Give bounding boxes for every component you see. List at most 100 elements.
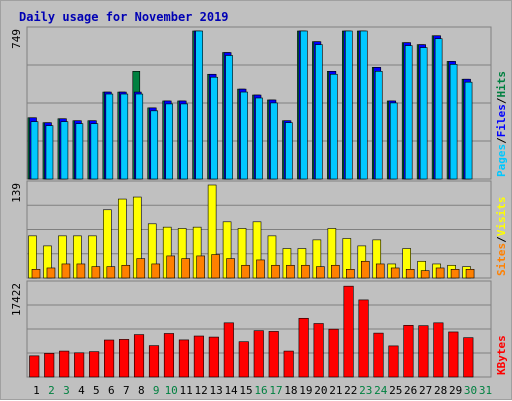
bar-sites [301, 264, 310, 279]
x-tick-label: 22 [344, 384, 357, 397]
panel-legend: Pages/Files/Hits [495, 71, 508, 177]
bar-kbytes [223, 322, 234, 378]
bar-sites [136, 258, 146, 279]
bar-pages [449, 64, 458, 180]
bar-pages [210, 76, 218, 180]
x-tick-label: 13 [209, 384, 222, 397]
legend-separator: / [495, 97, 508, 104]
bar-sites [226, 258, 235, 279]
bar-kbytes [268, 331, 279, 378]
bar-sites [360, 260, 370, 279]
bar-sites [46, 267, 56, 279]
bar-kbytes [433, 322, 444, 378]
bar-pages [225, 55, 233, 180]
bar-pages [165, 103, 174, 180]
bar-pages [389, 102, 398, 180]
x-tick-label: 9 [153, 384, 160, 397]
bar-pages [90, 123, 99, 180]
bar-kbytes [253, 330, 264, 378]
x-tick-label: 8 [138, 384, 145, 397]
x-tick-label: 10 [165, 384, 178, 397]
x-tick-label: 21 [329, 384, 342, 397]
bar-pages [315, 44, 323, 180]
x-tick-label: 31 [479, 384, 492, 397]
bar-kbytes [148, 345, 160, 378]
bar-sites [151, 263, 161, 279]
legend-files: Files [495, 104, 508, 137]
bar-pages [180, 103, 188, 180]
bar-pages [150, 110, 159, 180]
bar-sites [106, 266, 116, 279]
bar-sites [121, 264, 131, 279]
x-tick-label: 30 [464, 384, 477, 397]
x-tick-label: 3 [63, 384, 70, 397]
bar-pages [270, 102, 278, 180]
bar-pages [105, 93, 114, 180]
legend-pages: Pages [495, 144, 508, 177]
bar-pages [419, 47, 428, 180]
bar-sites [390, 267, 400, 279]
bar-sites [166, 255, 176, 279]
bar-kbytes [44, 353, 55, 378]
legend-sites: Sites [495, 243, 508, 276]
bar-sites [91, 266, 101, 279]
x-tick-label: 15 [239, 384, 252, 397]
bar-kbytes [193, 335, 204, 378]
x-tick-label: 4 [78, 384, 85, 397]
bar-pages [195, 30, 203, 180]
bar-kbytes [104, 339, 115, 378]
bar-kbytes [133, 334, 145, 378]
bar-kbytes [29, 355, 40, 378]
x-tick-label: 20 [314, 384, 327, 397]
bar-sites [241, 264, 250, 279]
bar-sites [196, 255, 205, 279]
legend-separator: / [495, 137, 508, 144]
panel-legend: Sites/Visits [495, 197, 508, 277]
bar-kbytes [328, 328, 339, 378]
x-tick-label: 19 [299, 384, 312, 397]
x-tick-label: 24 [374, 384, 388, 397]
bar-sites [375, 263, 385, 279]
bar-kbytes [448, 331, 459, 378]
bar-pages [434, 38, 443, 180]
bar-kbytes [388, 345, 399, 378]
bar-kbytes [463, 337, 474, 378]
bar-pages [464, 81, 473, 180]
bar-kbytes [74, 352, 85, 378]
bar-kbytes [373, 332, 384, 378]
bar-sites [450, 269, 460, 279]
panel-max-label: 749 [10, 29, 23, 49]
bar-sites [316, 266, 325, 279]
bar-sites [256, 259, 265, 279]
bar-kbytes [208, 336, 219, 378]
bar-sites [271, 264, 280, 279]
bar-sites [31, 269, 41, 279]
bar-pages [135, 93, 144, 180]
panel-hits-files-pages: 749 Pages/Files/Hits [10, 26, 508, 180]
bar-kbytes [163, 333, 175, 378]
bar-pages [404, 45, 413, 180]
x-tick-label: 17 [269, 384, 282, 397]
x-tick-label: 27 [419, 384, 432, 397]
bar-kbytes [403, 325, 414, 378]
bar-sites [181, 258, 190, 279]
x-tick-label: 5 [93, 384, 100, 397]
bar-kbytes [238, 341, 249, 378]
bar-kbytes [298, 317, 309, 378]
panel-kbytes: 17422 KBytes [10, 280, 508, 378]
panel-visits-sites: 139 Sites/Visits [10, 180, 508, 279]
bar-sites [420, 270, 430, 279]
bar-kbytes [418, 325, 429, 378]
bar-kbytes [119, 339, 130, 378]
bar-kbytes [178, 339, 189, 378]
bar-pages [75, 123, 84, 180]
bar-kbytes [59, 350, 70, 378]
x-tick-label: 11 [180, 384, 193, 397]
bar-pages [359, 30, 368, 180]
bar-sites [405, 269, 415, 279]
legend-separator: / [495, 236, 508, 243]
bar-sites [331, 264, 340, 279]
x-tick-label: 28 [434, 384, 447, 397]
bar-sites [346, 269, 355, 279]
